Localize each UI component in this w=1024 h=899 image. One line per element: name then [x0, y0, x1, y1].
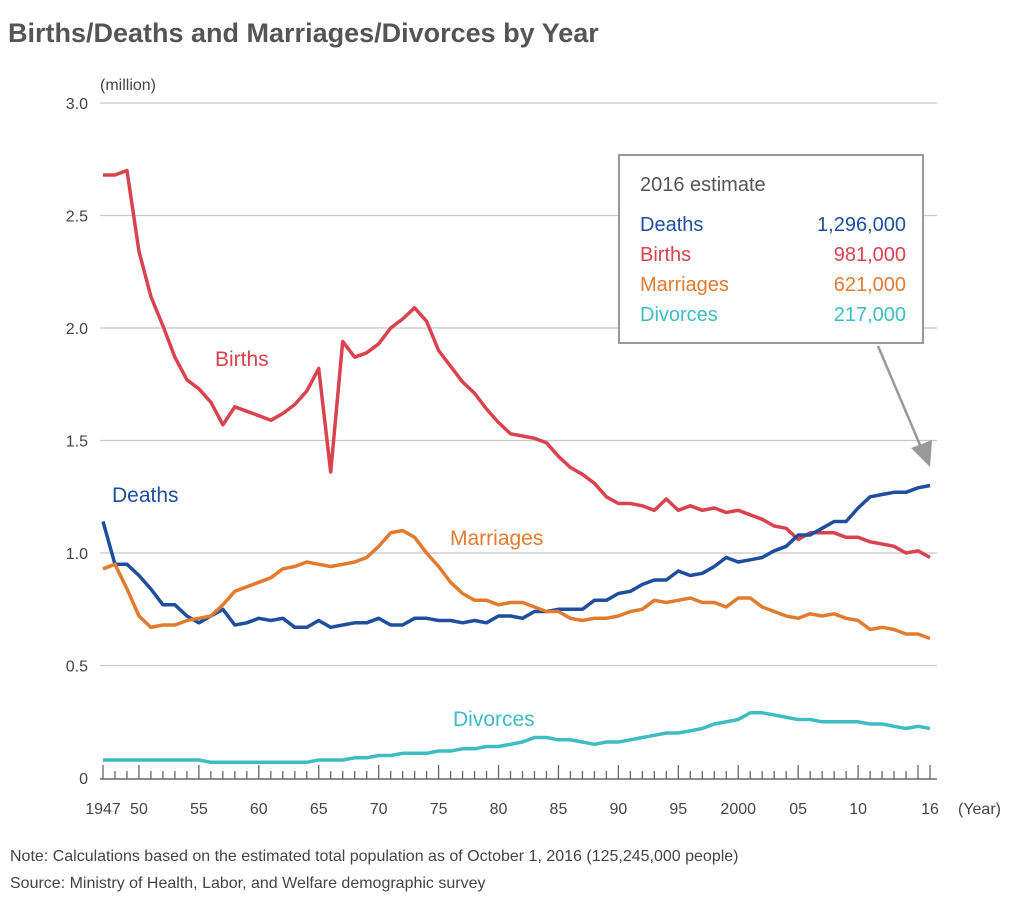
estimate-row-divorces: Divorces 217,000 — [640, 304, 906, 327]
x-tick-label: 2000 — [720, 801, 756, 818]
x-tick-label: 50 — [130, 801, 148, 818]
y-tick-label: 1.5 — [66, 434, 88, 451]
x-tick-label: 65 — [310, 801, 328, 818]
note-text: Note: Calculations based on the estimate… — [10, 848, 739, 865]
x-tick-label: 75 — [430, 801, 448, 818]
x-tick-label: 10 — [849, 801, 867, 818]
estimate-value: 217,000 — [833, 304, 906, 326]
chart-title: Births/Deaths and Marriages/Divorces by … — [8, 18, 599, 48]
estimate-label: Marriages — [640, 274, 729, 296]
estimate-row-births: Births 981,000 — [640, 244, 906, 267]
series-label-marriages: Marriages — [450, 527, 543, 550]
estimate-heading: 2016 estimate — [640, 174, 766, 196]
pointer-arrow-line — [876, 345, 922, 446]
estimate-label: Divorces — [640, 304, 718, 326]
y-axis-label: (million) — [100, 77, 156, 94]
x-tick-label: 05 — [789, 801, 807, 818]
pointer-arrow-head — [911, 440, 932, 467]
series-label-births: Births — [215, 348, 269, 371]
y-tick-label: 1.0 — [66, 546, 88, 563]
x-tick-label: 95 — [669, 801, 687, 818]
x-tick-label: 80 — [490, 801, 508, 818]
estimate-value: 621,000 — [833, 274, 906, 296]
estimate-label: Deaths — [640, 214, 704, 236]
estimate-value: 981,000 — [833, 244, 906, 266]
x-tick-label: 60 — [250, 801, 268, 818]
y-tick-label: 0.5 — [66, 659, 88, 676]
x-tick-label: 85 — [550, 801, 568, 818]
x-tick-label: 16 — [921, 801, 939, 818]
x-tick-label: 55 — [190, 801, 208, 818]
x-axis-label: (Year) — [958, 801, 1001, 818]
source-text: Source: Ministry of Health, Labor, and W… — [10, 875, 486, 892]
x-tick-label: 70 — [370, 801, 388, 818]
y-tick-label: 2.5 — [66, 209, 88, 226]
series-line-marriages — [102, 528, 931, 641]
series-line-divorces — [103, 711, 931, 765]
series-label-deaths: Deaths — [112, 484, 179, 507]
estimate-box: 2016 estimate Deaths 1,296,000 Births 981,… — [618, 154, 924, 344]
estimate-row-deaths: Deaths 1,296,000 — [640, 214, 906, 237]
series-line-births — [103, 168, 931, 560]
estimate-value: 1,296,000 — [817, 214, 906, 236]
y-tick-label: 0 — [79, 771, 88, 788]
y-tick-label: 3.0 — [66, 96, 88, 113]
estimate-label: Births — [640, 244, 692, 266]
series-line-deaths — [101, 483, 931, 630]
y-tick-label: 2.0 — [66, 321, 88, 338]
estimate-row-marriages: Marriages 621,000 — [640, 274, 906, 297]
x-tick-label: 90 — [609, 801, 627, 818]
x-tick-label: 1947 — [85, 801, 121, 818]
series-label-divorces: Divorces — [453, 708, 535, 731]
